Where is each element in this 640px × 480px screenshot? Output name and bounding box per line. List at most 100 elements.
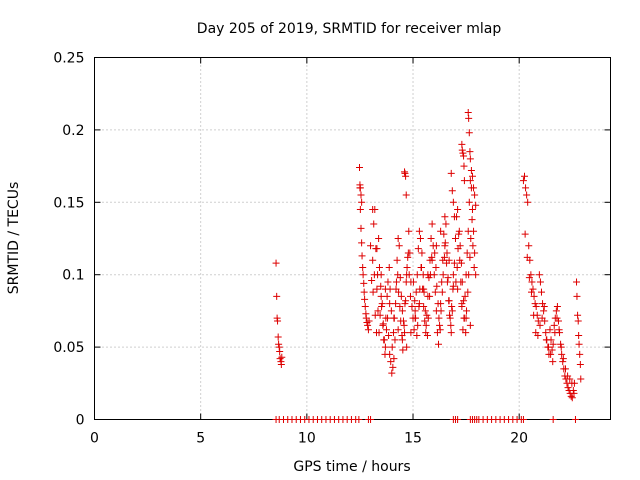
data-point [388, 343, 396, 351]
data-point [465, 114, 473, 122]
data-point [568, 394, 576, 402]
data-point [378, 300, 386, 308]
data-point [461, 292, 469, 300]
data-point [402, 172, 410, 180]
x-tick-label: 5 [196, 431, 205, 447]
data-point [437, 227, 445, 235]
data-point [404, 253, 412, 261]
data-point [355, 416, 363, 423]
data-point [555, 326, 563, 334]
data-point [439, 271, 447, 279]
data-point [377, 292, 385, 300]
data-point [435, 340, 442, 348]
data-point [570, 389, 578, 397]
data-point [428, 220, 436, 228]
data-point [390, 355, 398, 363]
data-point [542, 336, 550, 344]
data-point [401, 169, 409, 177]
data-point [358, 239, 366, 247]
data-point [465, 198, 473, 206]
data-point [551, 329, 559, 337]
point-layer [272, 109, 585, 423]
data-point [574, 311, 582, 319]
data-point [424, 271, 432, 279]
data-point [462, 314, 470, 322]
data-point [449, 198, 457, 206]
data-point [525, 274, 533, 282]
data-point [382, 326, 390, 334]
data-point [275, 340, 283, 348]
data-point [462, 329, 470, 337]
data-point [409, 278, 417, 286]
data-point [540, 303, 548, 311]
data-point [441, 242, 449, 250]
data-point [550, 321, 558, 329]
data-point [397, 317, 405, 325]
data-point [532, 303, 540, 311]
data-point [367, 416, 375, 423]
data-point [446, 314, 454, 322]
data-point [358, 252, 366, 260]
data-point [458, 146, 466, 154]
data-point [546, 326, 554, 334]
data-point [576, 360, 584, 368]
data-point [471, 249, 479, 257]
data-point [465, 129, 473, 137]
data-point [569, 387, 577, 395]
data-point [387, 358, 395, 366]
data-point [463, 249, 471, 257]
data-point [394, 235, 402, 242]
data-point [571, 416, 579, 423]
data-point [441, 213, 449, 221]
data-point [451, 235, 459, 242]
data-point [471, 191, 479, 199]
data-point [537, 288, 545, 296]
data-point [547, 350, 555, 358]
data-point [379, 321, 387, 329]
data-point [402, 297, 410, 305]
data-point [443, 249, 451, 257]
grid-layer [94, 57, 611, 420]
data-point [410, 326, 418, 334]
y-tick-label: 0.2 [62, 123, 84, 139]
data-point [391, 336, 399, 344]
data-point [427, 235, 435, 242]
data-point [453, 263, 461, 271]
data-point [383, 292, 391, 300]
data-point [468, 206, 476, 214]
data-point [277, 360, 285, 368]
data-point [272, 259, 280, 267]
y-tick-label: 0.15 [53, 195, 84, 211]
data-point [523, 253, 531, 261]
data-point [454, 285, 462, 293]
data-point [424, 314, 432, 322]
data-point [470, 263, 478, 271]
data-point [361, 303, 369, 311]
data-point [540, 307, 548, 315]
data-point [381, 285, 389, 293]
data-point [356, 206, 364, 214]
data-point [398, 307, 406, 315]
data-point [573, 292, 581, 300]
data-point [460, 177, 468, 185]
data-point [558, 350, 566, 358]
data-point [519, 416, 527, 423]
data-point [448, 187, 456, 195]
data-point [411, 297, 419, 305]
data-point [435, 314, 443, 322]
data-point [536, 278, 544, 286]
data-point [538, 314, 546, 322]
data-point [466, 253, 474, 261]
data-point [385, 263, 393, 271]
data-point [407, 329, 415, 337]
data-point [357, 224, 365, 232]
data-point [356, 184, 364, 192]
data-point [467, 235, 475, 242]
data-point [472, 271, 480, 279]
data-point [561, 365, 569, 373]
data-point [273, 292, 281, 300]
data-point [548, 346, 556, 354]
data-point [521, 230, 529, 238]
data-point [431, 249, 439, 257]
data-point [413, 271, 421, 279]
